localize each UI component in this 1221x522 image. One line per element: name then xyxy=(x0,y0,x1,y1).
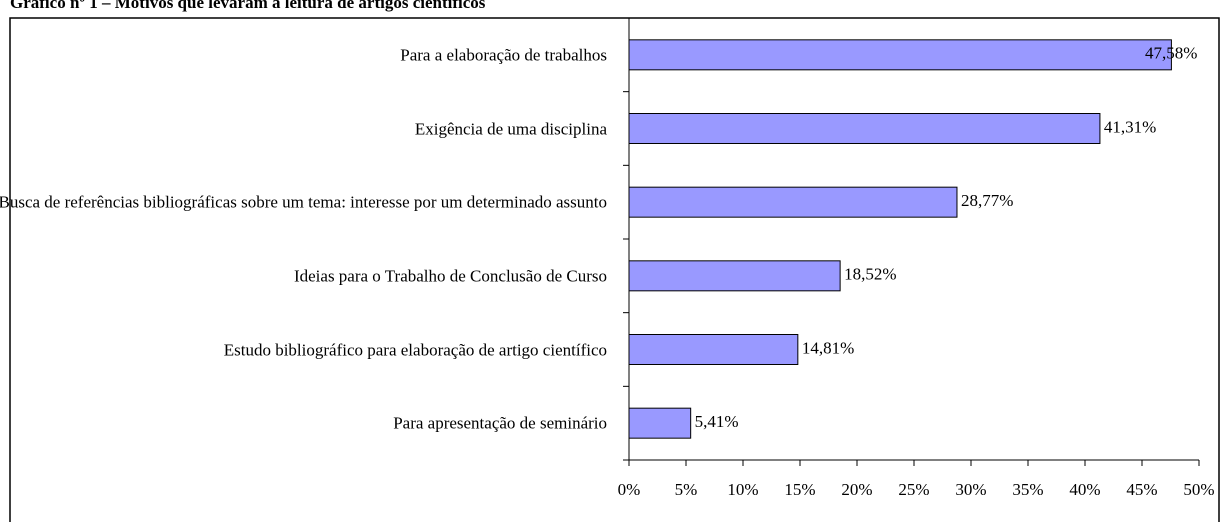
bar xyxy=(628,260,841,292)
x-tick-label: 50% xyxy=(1183,480,1214,499)
data-label: 28,77% xyxy=(961,191,1013,210)
x-tick-label: 10% xyxy=(727,480,758,499)
chart-title: Gráfico nº 1 – Motivos que levaram à lei… xyxy=(10,0,486,12)
x-tick-label: 20% xyxy=(841,480,872,499)
bar xyxy=(628,113,1101,144)
bar xyxy=(628,186,958,218)
data-label: 47,58% xyxy=(1145,44,1197,63)
x-tick-label: 5% xyxy=(675,480,698,499)
category-label: Estudo bibliográfico para elaboração de … xyxy=(223,340,607,359)
category-label: Busca de referências bibliográficas sobr… xyxy=(0,192,607,212)
x-tick-label: 35% xyxy=(1012,480,1043,499)
category-label: Para apresentação de seminário xyxy=(393,413,607,433)
category-label: Exigência de uma disciplina xyxy=(414,119,607,138)
x-tick-label: 0% xyxy=(618,480,641,499)
y-tick-label: Exigência de uma disciplina xyxy=(0,117,607,140)
y-tick-label: Estudo bibliográfico para elaboração de … xyxy=(0,338,607,361)
x-tick-label: 40% xyxy=(1069,480,1100,499)
data-label: 5,41% xyxy=(695,412,739,431)
category-label: Para a elaboração de trabalhos xyxy=(400,45,607,65)
x-tick-label: 45% xyxy=(1126,480,1157,499)
data-label: 41,31% xyxy=(1104,117,1156,136)
category-label: Ideias para o Trabalho de Conclusão de C… xyxy=(293,266,607,286)
data-label: 18,52% xyxy=(844,265,896,284)
x-tick-label: 25% xyxy=(898,480,929,499)
chart-border xyxy=(9,17,1220,522)
x-tick-label: 15% xyxy=(784,480,815,499)
bar xyxy=(628,407,692,439)
y-tick-label: Ideias para o Trabalho de Conclusão de C… xyxy=(0,264,607,287)
y-tick-label: Para a elaboração de trabalhos xyxy=(0,43,607,66)
x-tick-label: 30% xyxy=(955,480,986,499)
bar xyxy=(628,39,1172,71)
bar xyxy=(628,334,799,365)
y-tick-label: Busca de referências bibliográficas sobr… xyxy=(0,191,607,214)
y-tick-label: Para apresentação de seminário xyxy=(0,412,607,435)
data-label: 14,81% xyxy=(802,338,854,357)
